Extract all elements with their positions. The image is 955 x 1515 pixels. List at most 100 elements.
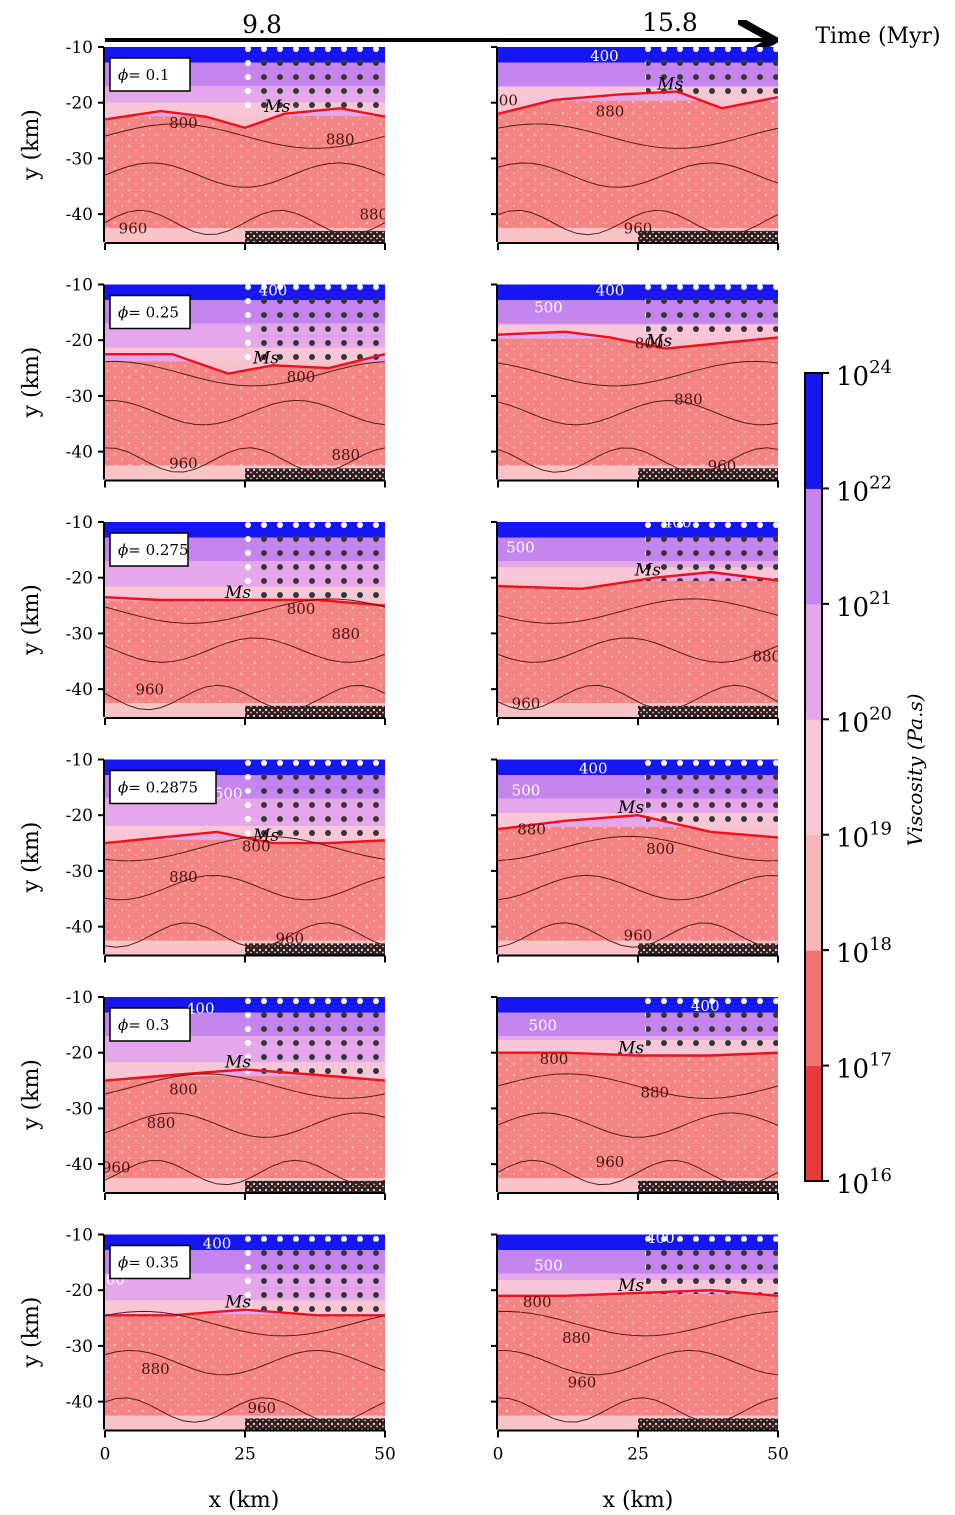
isotherm-label: 400 xyxy=(663,514,692,532)
isotherm-label: 960 xyxy=(135,681,164,699)
colorbar-bin xyxy=(805,834,822,951)
panel-9: Ms 400 800 880 960 -10 -20 -30 -40 y (km) ϕ= 0.3 xyxy=(19,988,386,1200)
colorbar-tick-label: 1022 xyxy=(836,472,892,507)
y-tick-label: -30 xyxy=(66,1099,93,1119)
isotherm-label: 800 xyxy=(489,92,518,110)
isotherm-label: 880 xyxy=(141,1360,170,1378)
ylabel: y (km) xyxy=(19,822,44,894)
y-tick-label: -10 xyxy=(66,38,93,58)
melt-front-label: Ms xyxy=(617,798,644,818)
lower-speckle-zone xyxy=(638,943,778,955)
isotherm-line xyxy=(498,123,778,149)
time-axis-label: Time (Myr) xyxy=(815,24,940,49)
panel-2: Ms 400 800 880 960 xyxy=(489,46,779,250)
y-tick-label: -20 xyxy=(66,1281,93,1301)
isotherm-line xyxy=(498,922,778,948)
lower-speckle-zone xyxy=(638,230,778,242)
time-left-label: 9.8 xyxy=(242,10,282,39)
lower-speckle-zone xyxy=(638,1418,778,1430)
ylabel: y (km) xyxy=(19,347,44,419)
isotherm-line xyxy=(105,360,385,387)
panel-6: Ms 400 500 880 960 xyxy=(491,514,781,725)
isotherm-label: 800 xyxy=(646,840,675,858)
isotherm-label: 400 xyxy=(203,1234,232,1252)
phi-label: ϕ= 0.275 xyxy=(118,541,189,559)
panel-field: Ms 800 880 960 880 xyxy=(105,47,388,242)
isotherm-line xyxy=(498,1397,778,1423)
isotherm-line xyxy=(105,684,385,711)
colorbar-bin xyxy=(805,603,822,720)
isotherm-label: 960 xyxy=(247,1399,276,1417)
lower-speckle-zone xyxy=(245,705,385,717)
colorbar: 1016 1017 1018 1019 1020 1021 1022 1024 xyxy=(804,357,892,1200)
panel-8: Ms 400 500 880 800 960 xyxy=(491,758,779,963)
melt-front-line xyxy=(105,1068,385,1082)
phi-label: ϕ= 0.2875 xyxy=(118,779,198,797)
melt-front-label: Ms xyxy=(263,97,290,117)
isotherm-label: 800 xyxy=(635,335,664,353)
dot-field-black xyxy=(646,1241,778,1295)
isotherm-label: 880 xyxy=(752,647,781,665)
isotherm-line xyxy=(105,598,385,624)
isotherm-label: 960 xyxy=(275,929,304,947)
isotherm-line xyxy=(498,209,778,236)
melt-front-label: Ms xyxy=(224,1293,251,1313)
isotherm-line xyxy=(105,835,385,862)
x-tick-label: 0 xyxy=(100,1445,111,1465)
melt-front-line xyxy=(105,596,385,607)
isotherm-label: 880 xyxy=(331,446,360,464)
y-tick-label: -10 xyxy=(66,513,93,533)
melt-front-line xyxy=(498,570,778,591)
isotherm-label: 400 xyxy=(186,1000,215,1018)
isotherm-line xyxy=(105,1159,385,1186)
ylabel: y (km) xyxy=(19,584,44,656)
isotherm-line xyxy=(105,1310,385,1337)
melt-front-label: Ms xyxy=(617,1276,644,1296)
isotherm-line xyxy=(498,1310,778,1337)
colorbar-tick-label: 1024 xyxy=(836,357,892,392)
colorbar-tick-label: 1019 xyxy=(836,819,892,854)
isotherm-line xyxy=(105,1349,385,1376)
isotherm-label: 800 xyxy=(242,837,271,855)
isotherm-line xyxy=(498,399,778,426)
phi-label: ϕ= 0.35 xyxy=(118,1254,179,1272)
isotherm-label: 800 xyxy=(169,1081,198,1099)
dot-field-black xyxy=(646,766,778,827)
x-tick-label: 25 xyxy=(627,1445,649,1465)
isotherm-label: 500 xyxy=(512,782,541,800)
panel-3: Ms 400 800 960 880 -10 -20 -30 -40 y (km) ϕ= 0.25 xyxy=(19,276,386,488)
colorbar-label: Viscosity (Pa.s) xyxy=(903,693,927,846)
isotherm-label: 400 xyxy=(596,282,625,300)
y-tick-label: -20 xyxy=(66,1044,93,1064)
isotherm-line xyxy=(105,1112,385,1138)
isotherm-label: 500 xyxy=(528,1016,557,1034)
isotherm-line xyxy=(105,162,385,188)
y-tick-label: -40 xyxy=(66,680,93,700)
isotherm-label: 500 xyxy=(534,1257,563,1275)
panel-1: Ms 800 880 960 880 -10 -20 -30 -40 y (km) ϕ= 0.1 xyxy=(19,38,388,250)
melt-front-line xyxy=(105,107,385,130)
phi-label: ϕ= 0.3 xyxy=(118,1016,169,1034)
y-tick-label: -30 xyxy=(66,624,93,644)
isotherm-label: 880 xyxy=(326,131,355,149)
melt-front-label: Ms xyxy=(224,583,251,603)
isotherm-label: 960 xyxy=(512,695,541,713)
y-tick-label: -40 xyxy=(66,1155,93,1175)
isotherm-label: 800 xyxy=(523,1293,552,1311)
xlabel-left: x (km) xyxy=(209,1488,280,1513)
phi-label-box xyxy=(109,532,189,567)
isotherm-label: 880 xyxy=(331,625,360,643)
y-tick-label: -20 xyxy=(66,331,93,351)
lower-speckle-zone xyxy=(245,943,385,955)
isotherm-label: 400 xyxy=(579,759,608,777)
melt-front-label: Ms xyxy=(634,561,661,581)
isotherm-label: 880 xyxy=(147,1114,176,1132)
isotherm-label: 880 xyxy=(359,206,388,224)
isotherm-label: 400 xyxy=(646,1229,675,1247)
lower-speckle-zone xyxy=(638,468,778,480)
isotherm-line xyxy=(105,447,385,473)
ylabel: y (km) xyxy=(19,109,44,181)
